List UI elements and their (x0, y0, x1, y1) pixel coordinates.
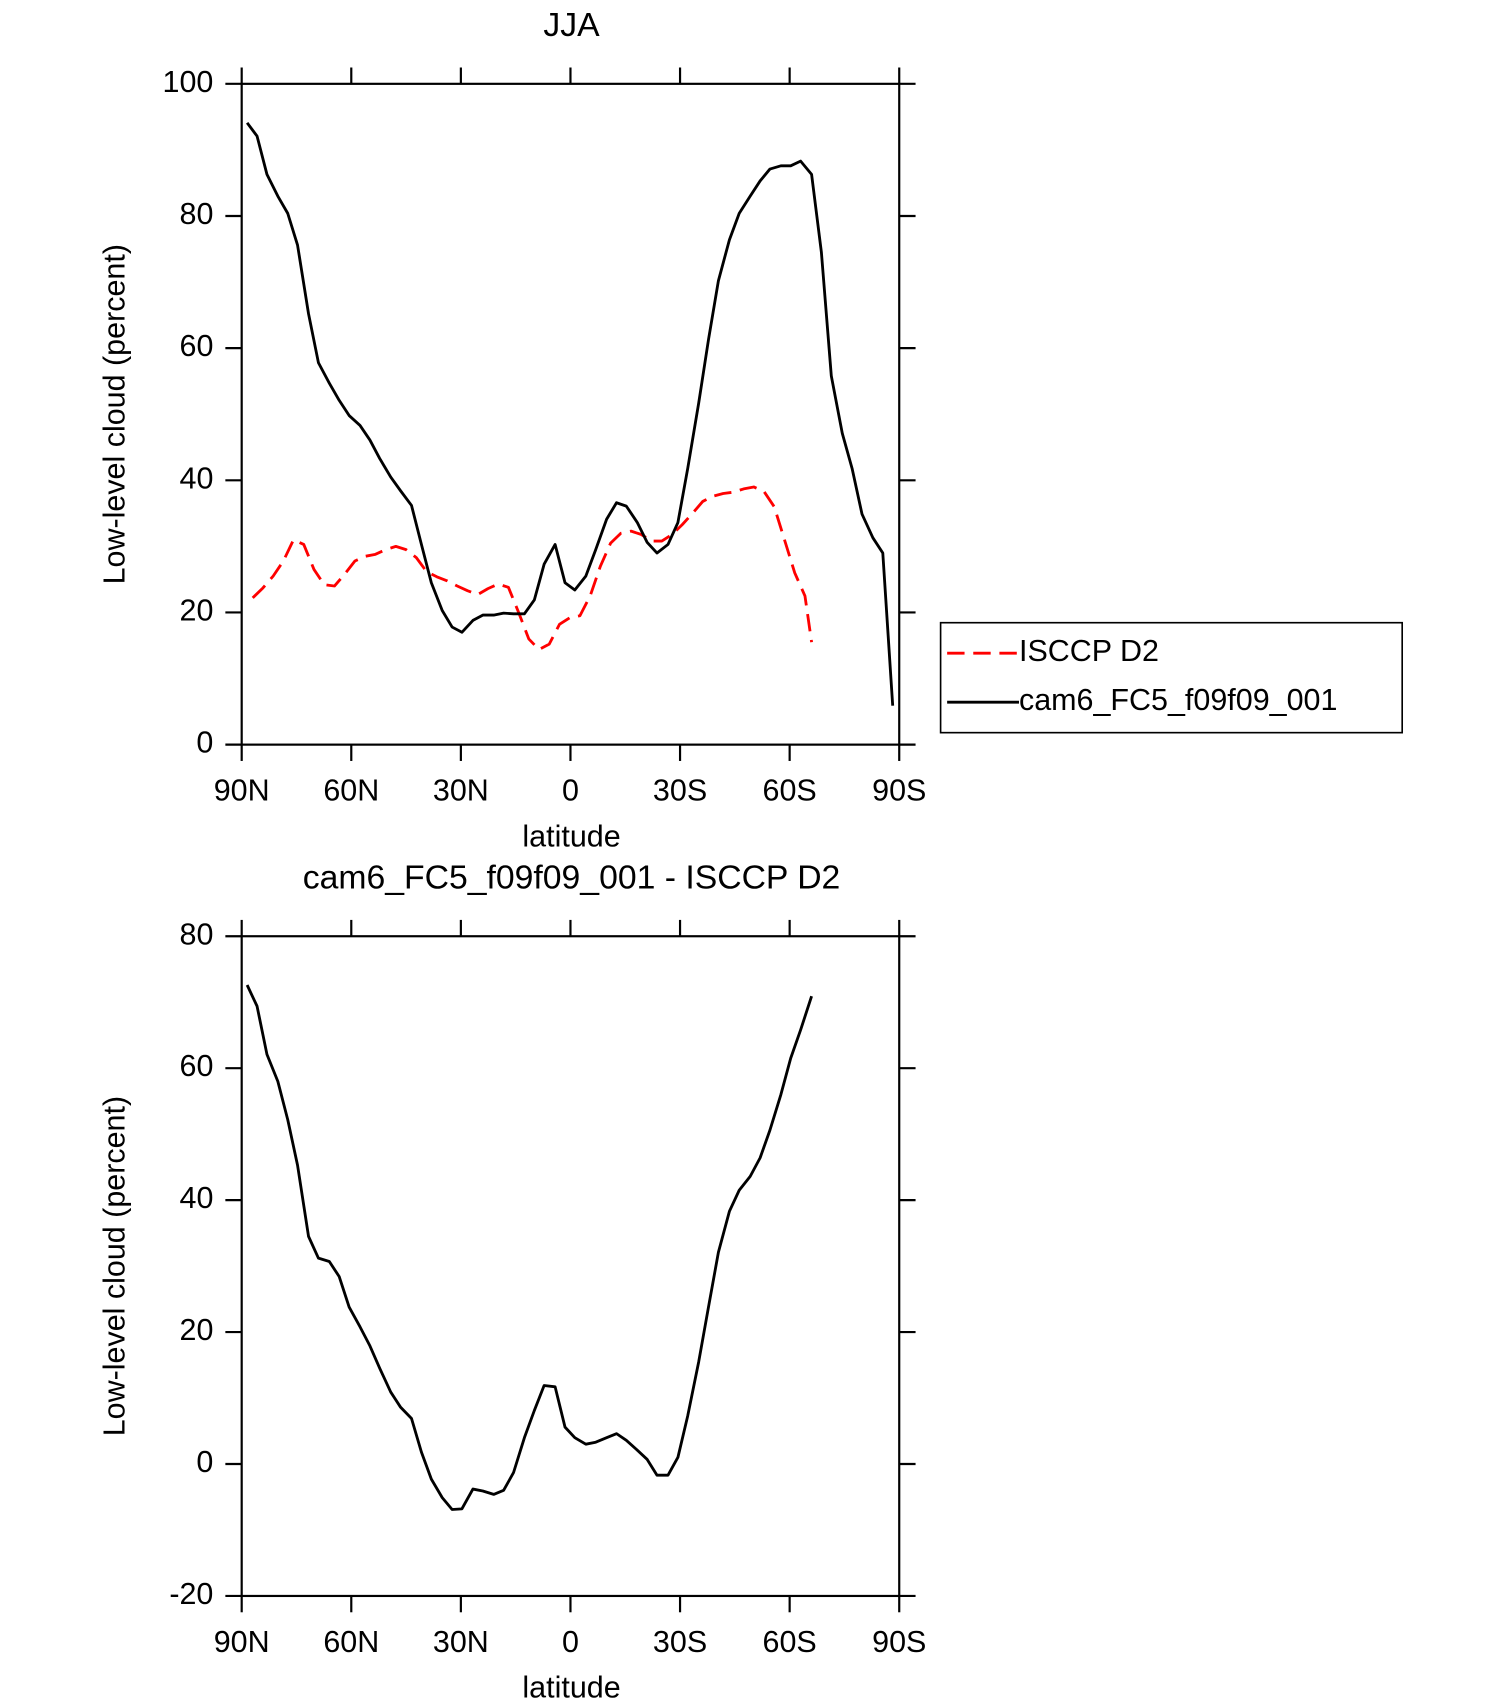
y-tick-label: 20 (179, 1313, 213, 1347)
x-tick-label: 90N (214, 774, 270, 808)
legend-label: cam6_FC5_f09f09_001 (1019, 683, 1337, 717)
y-tick-label: 40 (179, 1181, 213, 1215)
series-line (245, 984, 813, 1511)
x-tick-label: 30S (653, 1625, 707, 1659)
y-tick-label: 0 (196, 726, 213, 760)
x-tick-label: 60S (763, 1625, 817, 1659)
y-axis-label: Low-level cloud (percent) (98, 1096, 132, 1436)
y-tick-label: 0 (196, 1445, 213, 1479)
y-tick-label: 60 (179, 1049, 213, 1083)
y-tick-label: 100 (163, 65, 214, 99)
y-axis-label: Low-level cloud (percent) (98, 244, 132, 584)
series-line (251, 485, 813, 651)
x-tick-label: 30N (433, 774, 489, 808)
y-tick-label: 60 (179, 329, 213, 363)
y-tick-label: 40 (179, 461, 213, 495)
x-axis-label: latitude (522, 1671, 620, 1705)
series-line (245, 121, 895, 706)
x-tick-label: 90N (214, 1625, 270, 1659)
x-tick-label: 60N (323, 1625, 379, 1659)
plot-frame (240, 82, 901, 746)
y-tick-label: 80 (179, 917, 213, 951)
y-tick-label: 80 (179, 197, 213, 231)
x-tick-label: 0 (562, 774, 579, 808)
chart-title: cam6_FC5_f09f09_001 - ISCCP D2 (303, 859, 841, 897)
x-tick-label: 30N (433, 1625, 489, 1659)
legend-box (939, 621, 1404, 734)
x-tick-label: 90S (872, 774, 926, 808)
chart-title: JJA (543, 6, 600, 44)
x-tick-label: 30S (653, 774, 707, 808)
x-tick-label: 0 (562, 1625, 579, 1659)
plot-frame (240, 935, 901, 1598)
x-tick-label: 60N (323, 774, 379, 808)
x-tick-label: 60S (763, 774, 817, 808)
x-tick-label: 90S (872, 1625, 926, 1659)
legend-label: ISCCP D2 (1019, 634, 1159, 668)
y-tick-label: -20 (169, 1577, 213, 1611)
y-tick-label: 20 (179, 594, 213, 628)
x-axis-label: latitude (522, 819, 620, 853)
